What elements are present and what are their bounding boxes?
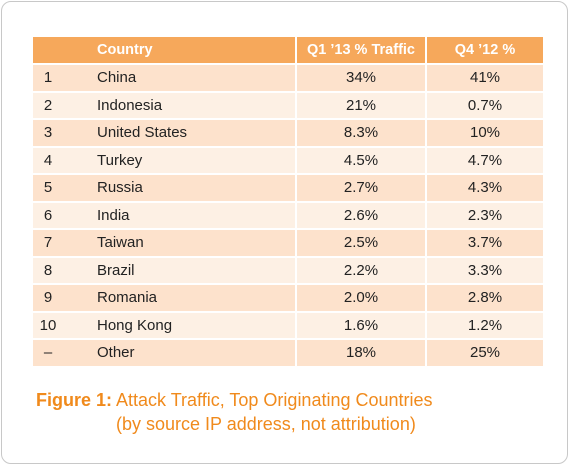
country-cell: – Other (33, 340, 297, 366)
table-row: 10 Hong Kong 1.6% 1.2% (33, 312, 543, 340)
rank: 1 (43, 69, 53, 87)
q4-traffic: 3.7% (427, 230, 543, 256)
country-name: India (97, 206, 130, 224)
rank: 5 (43, 179, 53, 197)
q4-traffic: 1.2% (427, 312, 543, 338)
q4-traffic: 4.3% (427, 175, 543, 201)
figure-caption: Figure 1: Attack Traffic, Top Originatin… (36, 388, 433, 436)
rank: 7 (43, 234, 53, 252)
country-name: Brazil (97, 261, 135, 279)
country-name: Romania (97, 289, 158, 307)
caption-subtitle: (by source IP address, not attribution) (116, 414, 416, 434)
q4-traffic: 41% (427, 65, 543, 91)
header-country: Country (97, 42, 153, 58)
country-name: Taiwan (97, 234, 144, 252)
table-row: 9 Romania 2.0% 2.8% (33, 285, 543, 313)
rank: 10 (39, 316, 57, 334)
q4-traffic: 2.8% (427, 285, 543, 311)
q1-traffic: 34% (297, 65, 427, 91)
rank: 8 (43, 261, 53, 279)
table-row: 5 Russia 2.7% 4.3% (33, 175, 543, 203)
table-row: 7 Taiwan 2.5% 3.7% (33, 230, 543, 258)
header-q4: Q4 ’12 % (427, 37, 543, 63)
q1-traffic: 18% (297, 340, 427, 366)
table-row: 3 United States 8.3% 10% (33, 120, 543, 148)
q1-traffic: 2.7% (297, 175, 427, 201)
country-cell: 3 United States (33, 120, 297, 146)
country-cell: 2 Indonesia (33, 92, 297, 118)
rank: 6 (43, 206, 53, 224)
country-cell: 8 Brazil (33, 257, 297, 283)
rank: 2 (43, 96, 53, 114)
caption-title: Attack Traffic, Top Originating Countrie… (116, 390, 433, 410)
q1-traffic: 4.5% (297, 147, 427, 173)
country-cell: 10 Hong Kong (33, 312, 297, 338)
table-row: 6 India 2.6% 2.3% (33, 202, 543, 230)
country-name: Turkey (97, 151, 143, 169)
table-body: 1 China 34% 41% 2 Indonesia 21% 0.7% 3 United Sta… (33, 65, 543, 368)
rank: 3 (43, 124, 53, 142)
country-cell: 4 Turkey (33, 147, 297, 173)
figure-label: Figure 1: (36, 390, 113, 410)
q1-traffic: 21% (297, 92, 427, 118)
country-cell: 7 Taiwan (33, 230, 297, 256)
table-row: 4 Turkey 4.5% 4.7% (33, 147, 543, 175)
rank: 4 (43, 151, 53, 169)
table-row: 2 Indonesia 21% 0.7% (33, 92, 543, 120)
q1-traffic: 1.6% (297, 312, 427, 338)
country-name: China (97, 69, 137, 87)
country-cell: 1 China (33, 65, 297, 91)
q4-traffic: 10% (427, 120, 543, 146)
country-cell: 5 Russia (33, 175, 297, 201)
q1-traffic: 2.2% (297, 257, 427, 283)
traffic-table: Country Q1 ’13 % Traffic Q4 ’12 % 1 China… (33, 37, 543, 368)
rank: 9 (43, 289, 53, 307)
country-cell: 6 India (33, 202, 297, 228)
country-name: United States (97, 124, 188, 142)
header-country-cell: Country (33, 37, 297, 63)
q1-traffic: 2.5% (297, 230, 427, 256)
q1-traffic: 8.3% (297, 120, 427, 146)
table-row: 8 Brazil 2.2% 3.3% (33, 257, 543, 285)
table-row: 1 China 34% 41% (33, 65, 543, 93)
q1-traffic: 2.6% (297, 202, 427, 228)
country-name: Indonesia (97, 96, 163, 114)
header-q1: Q1 ’13 % Traffic (297, 37, 427, 63)
q4-traffic: 3.3% (427, 257, 543, 283)
table-header: Country Q1 ’13 % Traffic Q4 ’12 % (33, 37, 543, 65)
q4-traffic: 0.7% (427, 92, 543, 118)
country-cell: 9 Romania (33, 285, 297, 311)
table-row: – Other 18% 25% (33, 340, 543, 368)
q4-traffic: 25% (427, 340, 543, 366)
rank: – (43, 344, 53, 362)
q1-traffic: 2.0% (297, 285, 427, 311)
country-name: Russia (97, 179, 143, 197)
q4-traffic: 4.7% (427, 147, 543, 173)
country-name: Hong Kong (97, 316, 173, 334)
q4-traffic: 2.3% (427, 202, 543, 228)
country-name: Other (97, 344, 135, 362)
